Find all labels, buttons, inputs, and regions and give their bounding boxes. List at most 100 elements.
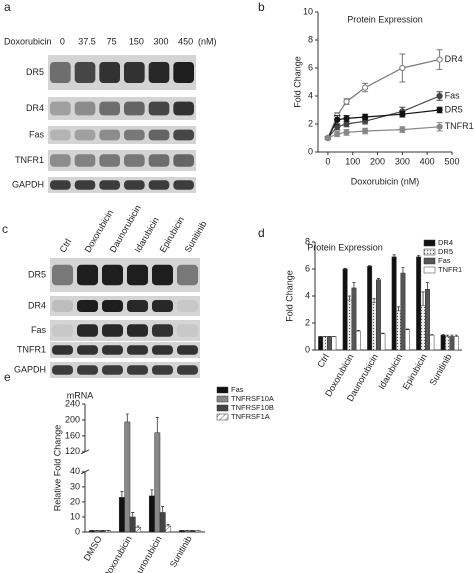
error-bar — [450, 334, 454, 337]
blot-band — [99, 129, 120, 141]
treatment-label: Doxorubicin — [4, 36, 52, 46]
dose-label: 450 — [178, 36, 193, 46]
bar — [416, 256, 422, 351]
panel-label: e — [4, 370, 11, 384]
error-bar — [125, 413, 129, 422]
blot-band — [77, 324, 98, 337]
x-tick-label: 300 — [395, 156, 410, 166]
blot-band — [124, 154, 145, 167]
bar — [425, 289, 430, 351]
y-tick-label: 30 — [70, 481, 80, 491]
blot-band — [173, 154, 194, 167]
error-bar — [401, 267, 405, 274]
blot-band — [148, 129, 170, 141]
marker — [436, 56, 443, 63]
bar — [449, 336, 455, 351]
legend-label: DR4 — [438, 238, 453, 247]
bar — [154, 432, 161, 533]
marker — [324, 134, 332, 142]
bar — [129, 516, 136, 533]
error-bar — [155, 417, 159, 433]
blot-band — [74, 129, 96, 141]
error-bar — [430, 334, 434, 336]
blot-band — [52, 365, 73, 375]
bar — [396, 310, 401, 351]
bar — [380, 333, 386, 351]
marker — [362, 84, 369, 91]
row-label: DR4 — [26, 103, 44, 113]
legend-label: Fas — [231, 385, 244, 394]
legend-label: TNFRSF10A — [231, 394, 274, 403]
blot-band — [148, 101, 170, 116]
bar — [376, 279, 381, 351]
y-axis-label: Fold Change — [284, 270, 294, 322]
error-bar — [136, 525, 140, 528]
legend-swatch — [216, 386, 229, 394]
x-tick-label: Doxorubicin — [101, 534, 133, 573]
marker — [362, 127, 369, 135]
y-axis-label: Relative Fold Change — [52, 425, 62, 512]
y-tick-label: 2 — [305, 317, 310, 327]
x-tick-label: 200 — [370, 156, 385, 166]
blot-band — [74, 180, 96, 190]
y-tick-label: 6 — [305, 263, 310, 273]
bar — [118, 497, 125, 533]
lane-label: Idarubicin — [133, 215, 161, 254]
bar — [371, 302, 377, 351]
marker — [436, 92, 443, 100]
error-bar — [417, 255, 421, 257]
panel-label: c — [2, 222, 8, 236]
y-tick-label: 4 — [308, 90, 313, 100]
blot-band — [50, 180, 71, 190]
blot-band — [127, 300, 148, 312]
marker — [362, 113, 369, 121]
blot-band — [124, 62, 145, 83]
panel-label: a — [4, 0, 11, 14]
legend-swatch — [423, 266, 436, 274]
blot-strip — [50, 258, 200, 292]
marker — [399, 126, 406, 133]
bar — [165, 525, 172, 533]
y-tick-label: 160 — [65, 430, 80, 440]
y-tick-label: 200 — [65, 414, 80, 424]
error-bar — [161, 506, 165, 513]
error-bar — [356, 330, 360, 332]
x-tick-label: 100 — [345, 156, 360, 166]
row-label: Fas — [31, 325, 47, 335]
blot-band — [52, 345, 73, 355]
blot-band — [50, 129, 71, 141]
blot-band — [77, 300, 98, 312]
lane-label: Epirubicin — [158, 215, 186, 254]
blot-band — [127, 345, 148, 355]
bar — [322, 336, 328, 351]
blot-band — [74, 101, 96, 116]
blot-band — [102, 345, 123, 355]
y-tick-label: 0 — [75, 526, 80, 536]
bar — [404, 329, 410, 351]
x-tick-label: Sunitinib — [168, 534, 194, 569]
bar — [355, 330, 361, 351]
error-bar — [348, 295, 352, 301]
y-tick-label: 10 — [70, 511, 80, 521]
x-tick-label: 500 — [444, 156, 459, 166]
row-label: DR5 — [28, 269, 46, 279]
x-tick-label: DMSO — [82, 534, 104, 562]
blot-band — [99, 154, 120, 167]
lane-label: Sunitinib — [183, 219, 209, 254]
error-bar — [343, 267, 347, 269]
error-bar — [368, 265, 372, 267]
legend-swatch — [423, 248, 436, 256]
dose-label: 0 — [60, 36, 65, 46]
series-line — [327, 109, 440, 139]
bar — [124, 421, 131, 533]
bar — [342, 268, 348, 351]
dose-label: 300 — [153, 36, 168, 46]
blot-strip — [48, 55, 196, 90]
blot-band — [127, 324, 148, 337]
row-label: DR4 — [28, 300, 46, 310]
marker — [334, 130, 341, 137]
unit-label: (nM) — [198, 36, 217, 46]
bar — [391, 256, 397, 351]
legend-label: DR5 — [438, 247, 453, 256]
legend-swatch — [216, 404, 229, 412]
